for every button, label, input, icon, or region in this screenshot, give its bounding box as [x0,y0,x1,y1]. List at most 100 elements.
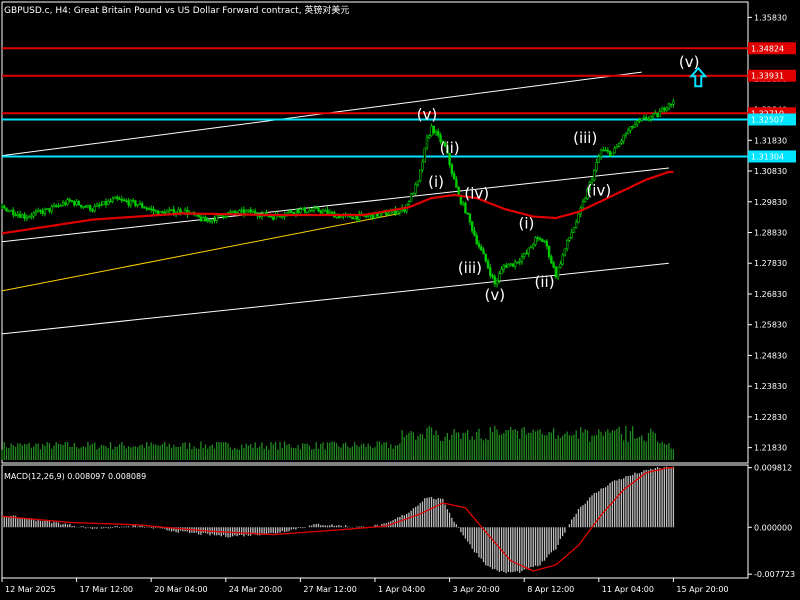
candle[interactable] [419,169,422,182]
candle[interactable] [450,164,454,174]
candle[interactable] [3,205,6,209]
candle[interactable] [464,202,467,214]
candle[interactable] [328,211,331,214]
candle[interactable] [330,211,334,214]
candle[interactable] [21,214,24,218]
candle[interactable] [669,103,673,106]
candle[interactable] [475,235,478,244]
candle[interactable] [136,204,139,206]
candle[interactable] [27,215,31,218]
candle[interactable] [536,237,539,239]
candle[interactable] [199,216,203,222]
candle[interactable] [208,219,212,222]
candle[interactable] [516,261,519,264]
candle[interactable] [177,209,180,213]
candle[interactable] [0,205,4,208]
candle[interactable] [107,200,110,205]
candle[interactable] [633,123,637,128]
candle[interactable] [269,215,273,218]
candle[interactable] [480,246,483,251]
candle[interactable] [520,256,524,262]
candle[interactable] [631,126,634,128]
candle[interactable] [12,209,15,215]
candle[interactable] [93,206,96,211]
candle[interactable] [574,221,578,228]
main-price-pane[interactable]: 1.358301.348201.338301.328401.318301.308… [0,1,796,464]
candle[interactable] [452,173,456,180]
yellow-trend-line[interactable] [1,212,400,292]
candle[interactable] [660,107,664,112]
candle[interactable] [183,209,187,213]
candle[interactable] [532,244,535,248]
candle[interactable] [489,267,492,276]
candle[interactable] [50,206,53,212]
candle[interactable] [299,209,302,213]
candle[interactable] [538,237,542,240]
candle[interactable] [409,193,413,202]
candle[interactable] [622,134,625,142]
candle[interactable] [353,215,356,220]
candle[interactable] [258,215,261,218]
candle[interactable] [7,210,10,213]
candle[interactable] [584,198,587,203]
candle[interactable] [5,207,8,212]
candle[interactable] [247,209,250,212]
candle[interactable] [484,253,487,262]
candle[interactable] [446,145,449,154]
candle[interactable] [509,263,512,266]
candle[interactable] [95,204,99,207]
candle[interactable] [122,199,126,202]
candle[interactable] [134,200,137,206]
candle[interactable] [486,260,490,268]
candle[interactable] [143,206,146,209]
candle[interactable] [249,209,252,213]
candle[interactable] [522,252,526,258]
candle[interactable] [75,201,78,206]
candle[interactable] [541,239,544,242]
candle[interactable] [339,216,343,219]
candle[interactable] [615,146,619,149]
candle[interactable] [127,200,130,206]
candle[interactable] [654,112,657,115]
candle[interactable] [502,265,506,270]
candle[interactable] [301,207,304,210]
candle[interactable] [617,142,621,147]
candle[interactable] [491,274,494,278]
candle[interactable] [79,204,83,208]
candle[interactable] [30,215,33,218]
candle[interactable] [240,209,243,212]
candle[interactable] [36,209,40,212]
candle[interactable] [647,118,650,121]
candle[interactable] [66,199,69,205]
candle[interactable] [554,266,558,278]
candle[interactable] [317,207,320,212]
candle[interactable] [120,199,124,201]
candle[interactable] [39,209,42,212]
candle[interactable] [315,207,318,210]
candle[interactable] [477,243,481,248]
candle[interactable] [629,126,632,131]
candle[interactable] [525,252,528,255]
candle[interactable] [77,201,81,206]
candle[interactable] [543,240,546,243]
candle[interactable] [624,133,628,136]
candle[interactable] [111,198,114,202]
candle[interactable] [518,260,521,263]
candle[interactable] [118,198,121,201]
candle[interactable] [41,210,44,214]
candle[interactable] [511,263,515,267]
candle[interactable] [412,192,415,195]
candle[interactable] [52,205,56,208]
candle[interactable] [73,201,76,206]
candle[interactable] [500,268,503,275]
candle[interactable] [201,217,205,222]
candle[interactable] [98,204,101,207]
candle[interactable] [367,215,370,217]
candle[interactable] [593,169,596,181]
candle[interactable] [432,125,435,134]
candle[interactable] [170,209,173,211]
candle[interactable] [70,200,74,202]
candle[interactable] [100,204,103,207]
candle[interactable] [113,196,117,200]
candle[interactable] [14,214,17,216]
